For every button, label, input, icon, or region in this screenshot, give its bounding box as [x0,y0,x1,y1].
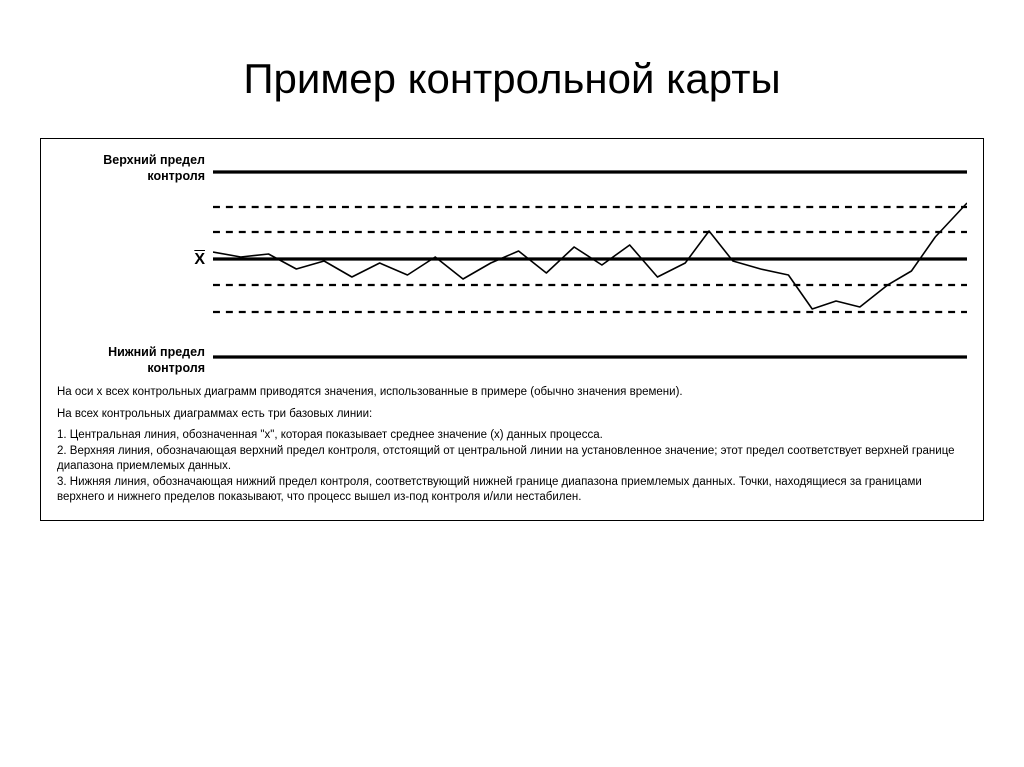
center-label: X [194,250,205,270]
chart-svg [213,157,967,367]
desc-item: 1. Центральная линия, обозначенная "x", … [57,428,967,444]
ucl-label: Верхний пределконтроля [103,153,205,184]
desc-item: 3. Нижняя линия, обозначающая нижний пре… [57,475,967,506]
desc-line-1: На оси х всех контрольных диаграмм приво… [57,385,967,401]
plot [213,157,967,367]
lcl-label: Нижний пределконтроля [108,345,205,376]
description: На оси х всех контрольных диаграмм приво… [53,385,971,506]
chart-container: Верхний пределконтроля X Нижний пределко… [40,138,984,521]
desc-line-2: На всех контрольных диаграммах есть три … [57,407,967,423]
chart-area: Верхний пределконтроля X Нижний пределко… [53,157,971,367]
desc-list: 1. Центральная линия, обозначенная "x", … [57,428,967,506]
desc-item: 2. Верхняя линия, обозначающая верхний п… [57,444,967,475]
page-title: Пример контрольной карты [0,0,1024,138]
label-column: Верхний пределконтроля X Нижний пределко… [53,157,213,367]
